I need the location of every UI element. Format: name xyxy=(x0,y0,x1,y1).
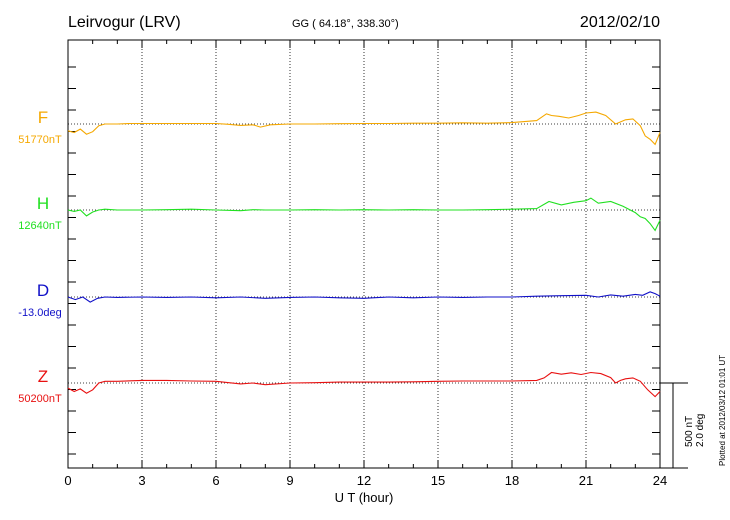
x-axis-label: U T (hour) xyxy=(335,490,394,505)
series-line-h xyxy=(67,197,661,232)
component-name-h: H xyxy=(37,194,49,213)
component-name-d: D xyxy=(37,281,49,300)
scale-bar: 500 nT 2.0 deg xyxy=(660,382,706,469)
scale-bar-nt-label: 500 nT xyxy=(684,416,695,447)
x-tick-label: 15 xyxy=(431,473,445,488)
series-line-d xyxy=(67,291,661,303)
scale-bar-deg-label: 2.0 deg xyxy=(695,414,706,447)
x-tick-label: 6 xyxy=(212,473,219,488)
tick-layer: 0 3 6 9 12 15 18 21 24 xyxy=(64,40,667,488)
component-baseline-label-d: -13.0deg xyxy=(18,307,61,319)
x-tick-label: 0 xyxy=(64,473,71,488)
grid-layer xyxy=(141,40,587,468)
series-line-f xyxy=(67,111,661,146)
label-layer: F 51770nT H 12640nT D -13.0deg Z 50200nT xyxy=(18,108,62,405)
x-tick-label: 12 xyxy=(357,473,371,488)
series-line-z xyxy=(67,371,661,398)
date-label: 2012/02/10 xyxy=(580,14,660,31)
station-title: Leirvogur (LRV) xyxy=(68,14,181,31)
component-name-f: F xyxy=(38,108,48,127)
x-tick-label: 24 xyxy=(653,473,667,488)
component-name-z: Z xyxy=(38,367,48,386)
x-tick-label: 9 xyxy=(286,473,293,488)
series-layer xyxy=(67,111,661,398)
component-baseline-label-h: 12640nT xyxy=(18,220,62,232)
x-tick-label: 3 xyxy=(138,473,145,488)
component-baseline-label-f: 51770nT xyxy=(18,134,62,146)
component-baseline-label-z: 50200nT xyxy=(18,393,62,405)
x-tick-label: 18 xyxy=(505,473,519,488)
plotted-timestamp: Plotted at 2012/03/12 01:01 UT xyxy=(718,355,727,466)
coordinates-label: GG ( 64.18°, 338.30°) xyxy=(292,18,399,30)
x-tick-label: 21 xyxy=(579,473,593,488)
